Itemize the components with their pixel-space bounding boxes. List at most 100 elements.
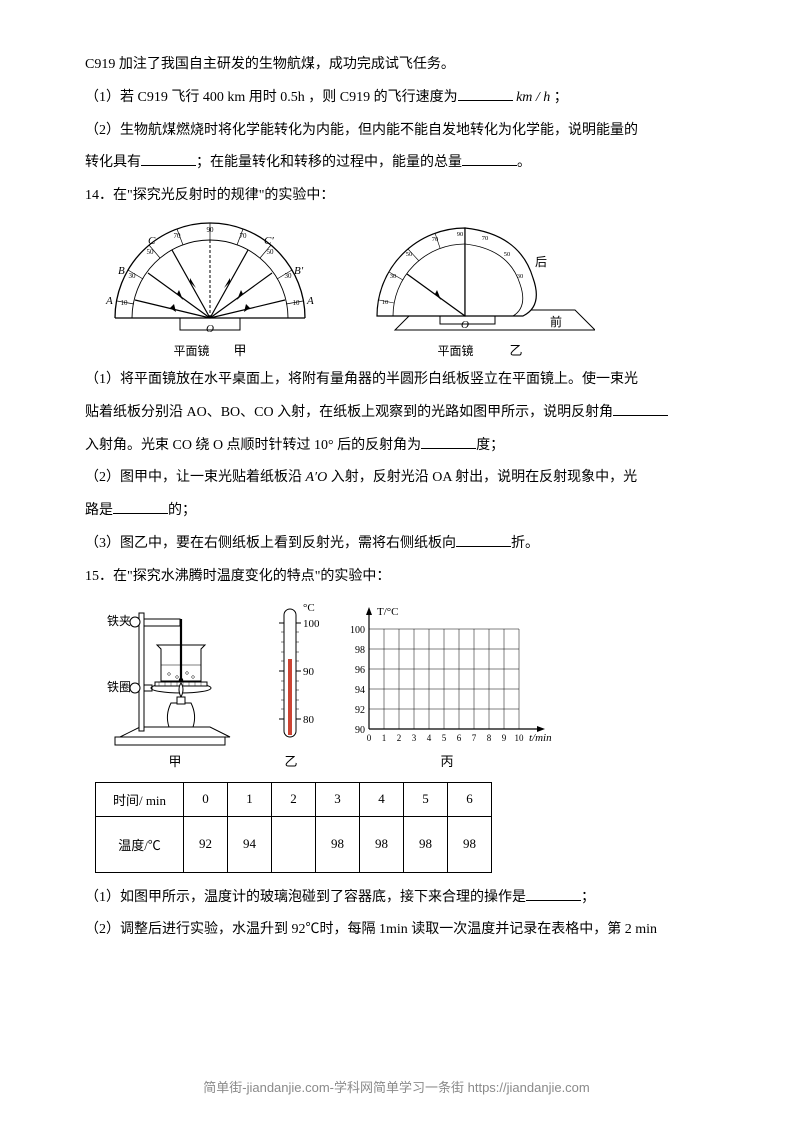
blank-reversible[interactable] [113, 498, 168, 514]
blank-operation[interactable] [526, 885, 581, 901]
svg-text:50: 50 [504, 251, 511, 258]
q14-2-c: 的； [168, 503, 196, 518]
q14-1-l1: （1）将平面镜放在水平桌面上，将附有量角器的半圆形白纸板竖立在平面镜上。使一束光 [85, 365, 708, 396]
q14-1-b: 贴着纸板分别沿 AO、BO、CO 入射，在纸板上观察到的光路如图甲所示，说明反射… [85, 405, 613, 420]
diagrams-reflection: 10 10 30 30 50 50 70 70 90 [105, 218, 708, 359]
q13-2-c: ；在能量转化和转移的过程中，能量的总量 [196, 155, 462, 170]
th-time: 时间/ min [96, 782, 184, 816]
svg-text:0: 0 [367, 733, 372, 743]
q13-2-line1: （2）生物航煤燃烧时将化学能转化为内能，但内能不能自发地转化为化学能，说明能量的 [85, 116, 708, 147]
q14-1-l3: 入射角。光束 CO 绕 O 点顺时针转过 10° 后的反射角为度； [85, 431, 708, 462]
protractor-yi-svg: 10 30 50 70 90 70 50 30 O 前 后 [365, 218, 595, 338]
q15-1: （1）如图甲所示，温度计的玻璃泡碰到了容器底，接下来合理的操作是； [85, 883, 708, 914]
thermometer-svg: °C 100 90 80 [263, 599, 319, 749]
td-t5: 5 [404, 782, 448, 816]
td-t4: 4 [360, 782, 404, 816]
q13-1-c: ，则 C919 的飞行速度为 [305, 90, 458, 105]
q14-title: 14．在"探究光反射时的规律"的实验中： [85, 181, 708, 212]
svg-text:6: 6 [457, 733, 462, 743]
label-jia2: 甲 [168, 751, 181, 770]
svg-text:10: 10 [515, 733, 525, 743]
svg-text:70: 70 [174, 232, 182, 240]
blank-fold[interactable] [456, 531, 511, 547]
svg-text:O: O [206, 323, 214, 335]
svg-text:70: 70 [432, 236, 439, 243]
svg-text:50: 50 [406, 251, 413, 258]
td-c2[interactable] [272, 816, 316, 872]
mirror-label-yi: 平面镜 [437, 342, 473, 359]
label-yi: 乙 [510, 340, 523, 359]
val-05h: 0.5h [280, 90, 305, 105]
blank-total[interactable] [462, 150, 517, 166]
svg-text:90: 90 [457, 231, 464, 238]
label-bing: 丙 [440, 751, 453, 770]
svg-text:70: 70 [240, 232, 248, 240]
svg-text:4: 4 [427, 733, 432, 743]
svg-text:1: 1 [382, 733, 387, 743]
svg-text:9: 9 [502, 733, 507, 743]
diagram-yi: 10 30 50 70 90 70 50 30 O 前 后 [365, 218, 595, 359]
svg-text:30: 30 [285, 272, 293, 280]
unit-kmh: km / h [513, 90, 554, 105]
q15-title: 15．在"探究水沸腾时温度变化的特点"的实验中： [85, 562, 708, 593]
val-aprimeo: A′O [306, 470, 328, 485]
svg-text:50: 50 [267, 248, 275, 256]
th-temp: 温度/℃ [96, 816, 184, 872]
diagram-chart: 100 98 96 94 92 90 0 1 2 3 4 5 6 7 [337, 599, 557, 770]
label-jia: 甲 [234, 340, 247, 359]
svg-text:80: 80 [303, 714, 315, 726]
q13-1: （1）若 C919 飞行 400 km 用时 0.5h ，则 C919 的飞行速… [85, 83, 708, 114]
svg-text:C: C [148, 235, 156, 247]
q13-2-d: 。 [517, 155, 531, 170]
svg-text:90: 90 [303, 666, 315, 678]
apparatus-svg: 铁夹 铁圈 [105, 599, 245, 749]
q14-2-b: 路是 [85, 503, 113, 518]
svg-text:O: O [461, 319, 469, 331]
td-c1: 94 [228, 816, 272, 872]
blank-angle[interactable] [421, 433, 476, 449]
svg-text:30: 30 [129, 272, 137, 280]
svg-text:3: 3 [412, 733, 417, 743]
svg-text:后: 后 [535, 255, 547, 269]
svg-text:10: 10 [382, 299, 389, 306]
svg-text:A: A [105, 295, 113, 307]
q14-3-a: （3）图乙中，要在右侧纸板上看到反射光，需将右侧纸板向 [85, 536, 456, 551]
svg-text:10: 10 [121, 299, 129, 307]
td-t0: 0 [184, 782, 228, 816]
q14-1-c: 入射角。光束 CO 绕 O 点顺时针转过 10° 后的反射角为 [85, 438, 421, 453]
q14-3-b: 折。 [511, 536, 539, 551]
q13-2-b: 转化具有 [85, 155, 141, 170]
svg-text:30: 30 [517, 273, 524, 280]
q15-1-b: ； [581, 890, 595, 905]
svg-text:B: B [118, 265, 125, 277]
label-yi2: 乙 [284, 751, 297, 770]
val-400km: 400 km [203, 90, 245, 105]
blank-equal[interactable] [613, 400, 668, 416]
svg-text:铁夹: 铁夹 [107, 614, 131, 628]
svg-text:C′: C′ [264, 235, 274, 247]
td-c3: 98 [316, 816, 360, 872]
td-c6: 98 [448, 816, 492, 872]
td-t6: 6 [448, 782, 492, 816]
td-t2: 2 [272, 782, 316, 816]
svg-text:2: 2 [397, 733, 402, 743]
svg-text:t/min: t/min [529, 732, 552, 744]
svg-text:90: 90 [207, 226, 215, 234]
svg-text:100: 100 [303, 618, 319, 630]
diagrams-boiling: 铁夹 铁圈 甲 ° [105, 599, 708, 770]
svg-text:铁圈: 铁圈 [107, 680, 131, 694]
q14-2-a: （2）图甲中，让一束光贴着纸板沿 [85, 470, 306, 485]
table-row-temp: 温度/℃ 92 94 98 98 98 98 [96, 816, 492, 872]
table-row-time: 时间/ min 0 1 2 3 4 5 6 [96, 782, 492, 816]
q13-1-a: （1）若 C919 飞行 [85, 90, 203, 105]
q13-1-d: ； [554, 90, 568, 105]
svg-text:A′: A′ [306, 295, 315, 307]
blank-speed[interactable] [458, 85, 513, 101]
svg-text:100: 100 [350, 625, 365, 636]
q14-2-a2: 入射，反射光沿 OA 射出，说明在反射现象中，光 [327, 470, 637, 485]
td-c4: 98 [360, 816, 404, 872]
chart-svg: 100 98 96 94 92 90 0 1 2 3 4 5 6 7 [337, 599, 557, 749]
blank-direction[interactable] [141, 150, 196, 166]
mirror-label-jia: 平面镜 [173, 342, 209, 359]
svg-text:T/°C: T/°C [377, 606, 399, 618]
